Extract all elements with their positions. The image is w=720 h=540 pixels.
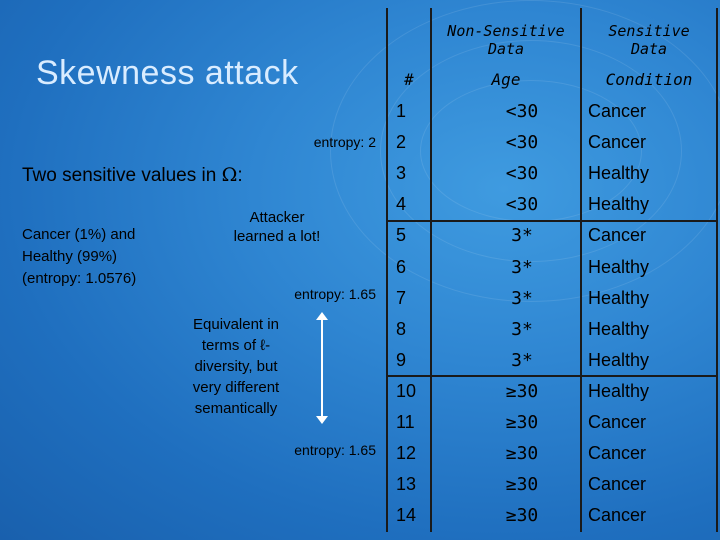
equivalence-note-line: terms of ℓ- <box>201 337 271 354</box>
column-header-number: # <box>404 70 414 89</box>
condition-cell: Healthy <box>588 287 650 308</box>
entropy-label-group-1: entropy: 2 <box>313 134 376 150</box>
attacker-note: Attacker learned a lot! <box>218 208 336 246</box>
header-sensitive: Sensitive Data <box>582 22 716 58</box>
arrow-up-icon <box>316 312 328 320</box>
condition-cell: Cancer <box>588 132 647 153</box>
age-cell: ≥30 <box>505 443 539 465</box>
age-cell: 3* <box>511 256 533 278</box>
age-cell: ≥30 <box>505 505 539 527</box>
row-number-cell: 14 <box>396 505 417 526</box>
table-row: 12 ≥30 Cancer <box>386 438 718 469</box>
entropy-label-group-3: entropy: 1.65 <box>294 442 376 458</box>
row-number-cell: 9 <box>396 349 407 370</box>
condition-cell: Healthy <box>588 256 650 277</box>
condition-cell: Cancer <box>588 474 647 495</box>
table-row: 9 3* Healthy <box>386 345 718 376</box>
header-line: Data <box>487 40 525 58</box>
equivalence-note: Equivalent in terms of ℓ- diversity, but… <box>172 314 300 419</box>
header-line: Non-Sensitive <box>447 22 565 40</box>
condition-cell: Cancer <box>588 225 647 246</box>
table-row: 6 3* Healthy <box>386 252 718 283</box>
two-sensitive-values-text: Two sensitive values in Ω: <box>22 164 243 187</box>
condition-cell: Cancer <box>588 443 647 464</box>
row-number-cell: 7 <box>396 287 407 308</box>
row-number-cell: 2 <box>396 132 407 153</box>
column-header-condition: Condition <box>605 70 693 89</box>
table-row: 3 <30 Healthy <box>386 158 718 189</box>
table-row: 5 3* Cancer <box>386 220 718 251</box>
row-number-cell: 10 <box>396 380 417 401</box>
table-row: 7 3* Healthy <box>386 283 718 314</box>
table-divider <box>386 8 388 532</box>
condition-cell: Healthy <box>588 380 650 401</box>
age-cell: <30 <box>505 163 539 185</box>
column-header-age: Age <box>491 70 521 89</box>
condition-cell: Healthy <box>588 194 650 215</box>
row-number-cell: 5 <box>396 225 407 246</box>
table-divider <box>430 8 432 532</box>
age-cell: 3* <box>511 225 533 247</box>
attacker-note-line: Attacker <box>249 209 305 226</box>
header-non-sensitive: Non-Sensitive Data <box>432 22 580 58</box>
distribution-note-line: (entropy: 1.0576) <box>22 270 137 287</box>
table-row: 13 ≥30 Cancer <box>386 469 718 500</box>
age-cell: ≥30 <box>505 474 539 496</box>
row-number-cell: 11 <box>396 412 415 432</box>
table-row: 11 ≥30 Cancer <box>386 407 718 438</box>
age-cell: <30 <box>505 132 539 154</box>
arrow-down-icon <box>316 416 328 424</box>
row-number-cell: 13 <box>396 474 417 495</box>
table-row: 14 ≥30 Cancer <box>386 500 718 531</box>
age-cell: ≥30 <box>505 380 539 402</box>
omega-symbol: Ω <box>221 164 238 186</box>
two-values-suffix: : <box>237 165 243 186</box>
entropy-label-group-2: entropy: 1.65 <box>294 286 376 302</box>
distribution-note-line: Cancer (1%) and <box>22 226 136 243</box>
table-row: 2 <30 Cancer <box>386 127 718 158</box>
age-cell: <30 <box>505 101 539 122</box>
header-line: Data <box>630 40 668 58</box>
table-row: 8 3* Healthy <box>386 314 718 345</box>
table-row: 10 ≥30 Healthy <box>386 376 718 407</box>
table-divider <box>716 8 718 532</box>
double-arrow-line <box>321 318 323 418</box>
data-table: Non-Sensitive Data Sensitive Data # Age … <box>386 8 718 532</box>
row-number-cell: 8 <box>396 318 407 339</box>
row-number-cell: 4 <box>396 194 407 215</box>
equivalence-note-line: very different <box>192 379 280 396</box>
two-values-prefix: Two sensitive values in <box>22 165 222 186</box>
table-row: 4 <30 Healthy <box>386 189 718 220</box>
group-separator <box>386 220 718 222</box>
condition-cell: Healthy <box>588 349 650 370</box>
age-cell: 3* <box>511 318 533 340</box>
header-line: Sensitive <box>608 22 690 40</box>
attacker-note-line: learned a lot! <box>233 228 321 245</box>
condition-cell: Cancer <box>588 101 647 121</box>
equivalence-note-line: Equivalent in <box>193 316 279 333</box>
equivalence-note-line: semantically <box>194 400 278 417</box>
table-divider <box>580 8 582 532</box>
condition-cell: Healthy <box>588 163 650 184</box>
group-separator <box>386 375 718 377</box>
row-number-cell: 12 <box>396 443 417 464</box>
age-cell: 3* <box>511 287 533 309</box>
condition-cell: Cancer <box>588 505 647 526</box>
equivalence-note-line: diversity, but <box>194 358 278 375</box>
age-cell: ≥30 <box>505 412 539 433</box>
condition-cell: Cancer <box>588 412 647 432</box>
background-ripple <box>330 0 720 302</box>
row-number-cell: 3 <box>396 163 407 184</box>
condition-cell: Healthy <box>588 318 650 339</box>
row-number-cell: 6 <box>396 256 407 277</box>
slide-title: Skewness attack <box>36 54 299 92</box>
age-cell: 3* <box>511 349 533 371</box>
age-cell: <30 <box>505 194 539 216</box>
row-number-cell: 1 <box>396 101 407 121</box>
distribution-note: Cancer (1%) and Healthy (99%) (entropy: … <box>22 224 136 290</box>
distribution-note-line: Healthy (99%) <box>22 248 118 265</box>
table-row: 1 <30 Cancer <box>386 96 718 127</box>
